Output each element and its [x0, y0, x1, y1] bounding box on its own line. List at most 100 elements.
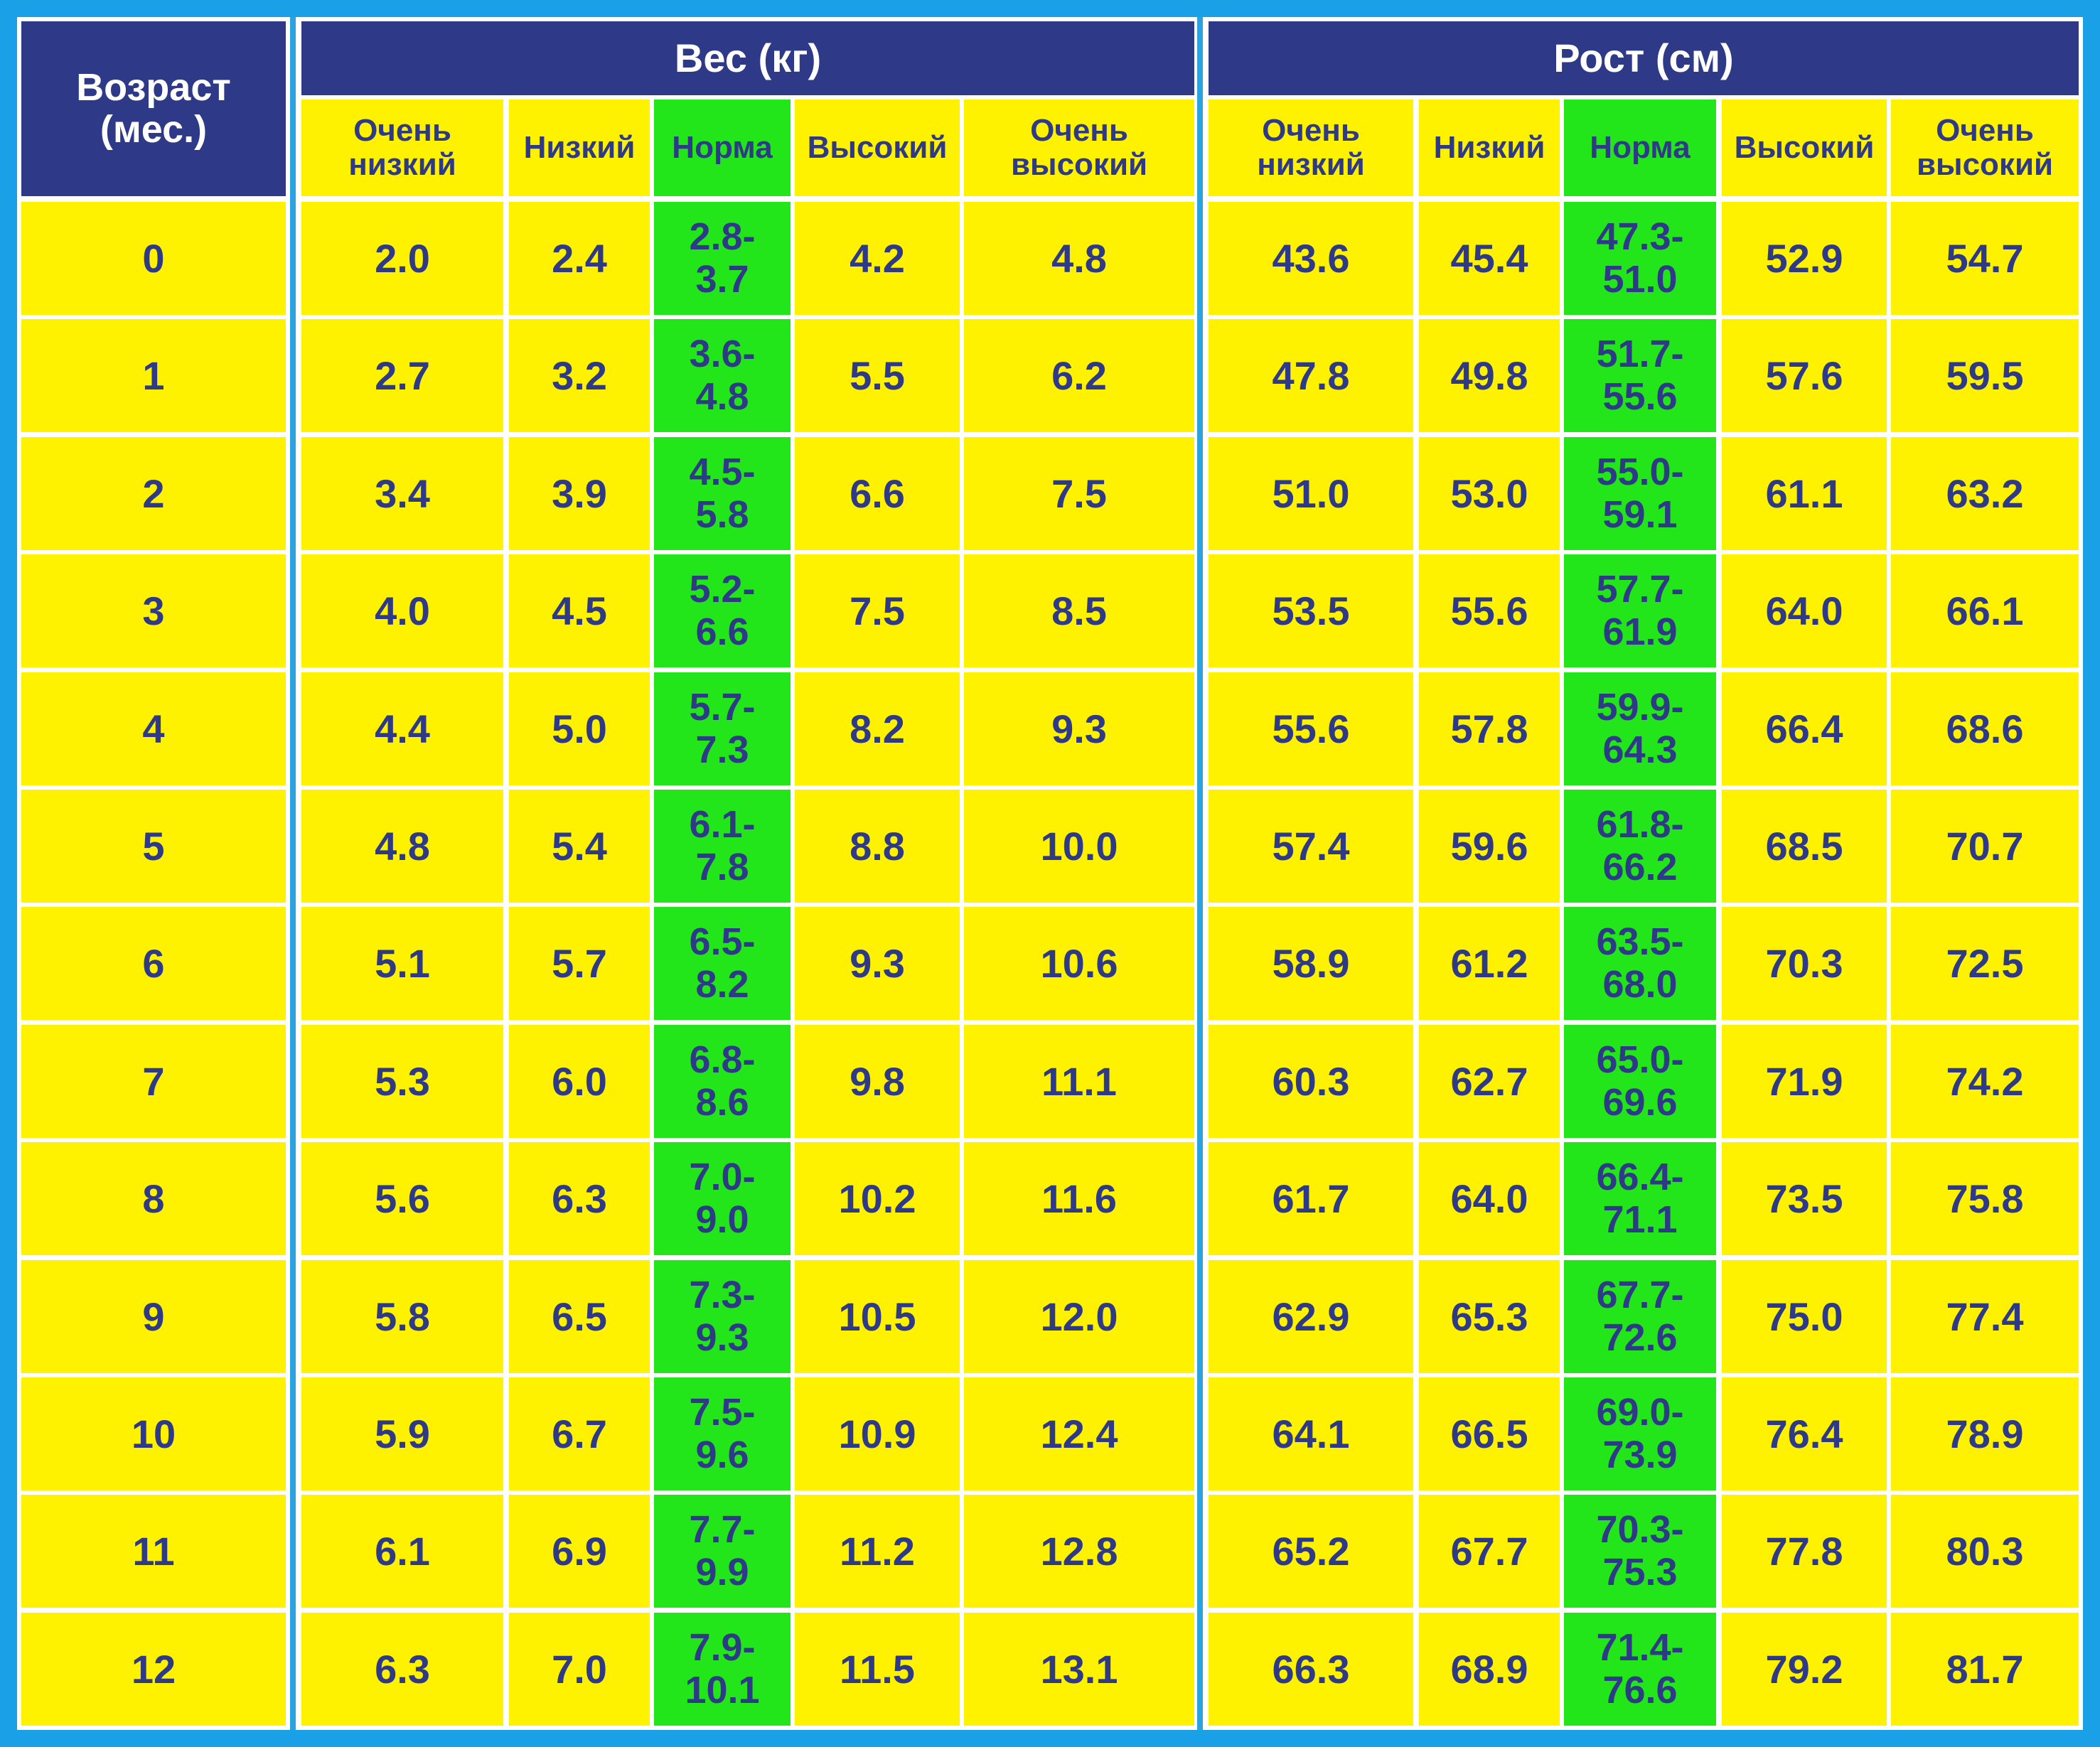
height-cell: 47.3- 51.0: [1564, 202, 1716, 315]
weight-cell: 7.5: [795, 554, 960, 667]
height-cell: 77.8: [1722, 1495, 1887, 1608]
weight-cell: 6.3: [509, 1142, 650, 1255]
height-cell: 55.0- 59.1: [1564, 437, 1716, 550]
weight-norma-range: 5.7- 7.3: [689, 686, 756, 771]
height-norma-range: 65.0- 69.6: [1596, 1038, 1684, 1124]
age-cell: 6: [21, 907, 286, 1020]
weight-norma-range: 5.2- 6.6: [689, 568, 756, 653]
weight-cell: 5.1: [301, 907, 503, 1020]
height-cell: 78.9: [1891, 1377, 2079, 1490]
height-cell: 68.9: [1419, 1613, 1560, 1726]
weight-norma-range: 7.0- 9.0: [689, 1156, 756, 1241]
height-cell: 61.8- 66.2: [1564, 790, 1716, 903]
weight-group-header: Вес (кг): [301, 21, 1194, 95]
weight-cell: 10.9: [795, 1377, 960, 1490]
weight-cell: 10.0: [964, 790, 1194, 903]
height-cell: 66.5: [1419, 1377, 1560, 1490]
weight-cell: 10.5: [795, 1260, 960, 1373]
weight-cell: 5.0: [509, 672, 650, 785]
height-cell: 64.0: [1722, 554, 1887, 667]
height-cell: 54.7: [1891, 202, 2079, 315]
weight-norma-range: 7.3- 9.3: [689, 1274, 756, 1359]
height-subheader-1: Низкий: [1419, 100, 1560, 196]
weight-subheader-4: Очень высокий: [964, 100, 1194, 196]
age-cell: 4: [21, 672, 286, 785]
weight-cell: 13.1: [964, 1613, 1194, 1726]
panel-divider-right: [1197, 17, 1203, 1730]
height-norma-range: 66.4- 71.1: [1596, 1156, 1684, 1241]
weight-cell: 11.2: [795, 1495, 960, 1608]
weight-cell: 5.9: [301, 1377, 503, 1490]
weight-cell: 6.5- 8.2: [654, 907, 791, 1020]
age-column-header: Возраст (мес.): [21, 21, 286, 196]
height-cell: 62.7: [1419, 1025, 1560, 1138]
height-cell: 77.4: [1891, 1260, 2079, 1373]
height-cell: 70.3: [1722, 907, 1887, 1020]
weight-cell: 5.6: [301, 1142, 503, 1255]
weight-cell: 2.0: [301, 202, 503, 315]
height-cell: 71.4- 76.6: [1564, 1613, 1716, 1726]
weight-cell: 5.2- 6.6: [654, 554, 791, 667]
weight-cell: 5.4: [509, 790, 650, 903]
height-group-header: Рост (см): [1209, 21, 2079, 95]
height-cell: 65.0- 69.6: [1564, 1025, 1716, 1138]
height-cell: 76.4: [1722, 1377, 1887, 1490]
age-cell: 5: [21, 790, 286, 903]
age-cell: 0: [21, 202, 286, 315]
weight-cell: 12.8: [964, 1495, 1194, 1608]
weight-cell: 6.3: [301, 1613, 503, 1726]
height-cell: 55.6: [1209, 672, 1413, 785]
weight-cell: 5.8: [301, 1260, 503, 1373]
weight-cell: 3.6- 4.8: [654, 319, 791, 432]
height-cell: 71.9: [1722, 1025, 1887, 1138]
weight-cell: 4.2: [795, 202, 960, 315]
height-norma-range: 51.7- 55.6: [1596, 333, 1684, 418]
weight-cell: 7.5- 9.6: [654, 1377, 791, 1490]
height-cell: 45.4: [1419, 202, 1560, 315]
height-cell: 59.6: [1419, 790, 1560, 903]
height-cell: 52.9: [1722, 202, 1887, 315]
height-norma-range: 59.9- 64.3: [1596, 686, 1684, 771]
weight-subheader-0: Очень низкий: [301, 100, 503, 196]
weight-cell: 5.7: [509, 907, 650, 1020]
weight-subheader-2: Норма: [654, 100, 791, 196]
height-norma-range: 63.5- 68.0: [1596, 920, 1684, 1006]
weight-cell: 2.4: [509, 202, 650, 315]
height-cell: 81.7: [1891, 1613, 2079, 1726]
age-cell: 12: [21, 1613, 286, 1726]
weight-cell: 9.8: [795, 1025, 960, 1138]
panel-divider-left: [290, 17, 296, 1730]
height-cell: 72.5: [1891, 907, 2079, 1020]
height-cell: 57.7- 61.9: [1564, 554, 1716, 667]
height-cell: 51.7- 55.6: [1564, 319, 1716, 432]
height-cell: 63.5- 68.0: [1564, 907, 1716, 1020]
height-cell: 58.9: [1209, 907, 1413, 1020]
height-cell: 61.2: [1419, 907, 1560, 1020]
weight-cell: 11.5: [795, 1613, 960, 1726]
weight-cell: 6.8- 8.6: [654, 1025, 791, 1138]
height-cell: 65.3: [1419, 1260, 1560, 1373]
height-subheader-3: Высокий: [1722, 100, 1887, 196]
weight-cell: 7.7- 9.9: [654, 1495, 791, 1608]
height-cell: 75.8: [1891, 1142, 2079, 1255]
weight-cell: 4.5- 5.8: [654, 437, 791, 550]
height-cell: 67.7: [1419, 1495, 1560, 1608]
weight-cell: 8.2: [795, 672, 960, 785]
weight-cell: 5.7- 7.3: [654, 672, 791, 785]
weight-cell: 6.6: [795, 437, 960, 550]
height-subheader-4: Очень высокий: [1891, 100, 2079, 196]
height-cell: 68.5: [1722, 790, 1887, 903]
height-cell: 80.3: [1891, 1495, 2079, 1608]
weight-cell: 6.1: [301, 1495, 503, 1608]
age-cell: 1: [21, 319, 286, 432]
weight-cell: 11.1: [964, 1025, 1194, 1138]
weight-cell: 7.3- 9.3: [654, 1260, 791, 1373]
height-cell: 63.2: [1891, 437, 2079, 550]
age-cell: 7: [21, 1025, 286, 1138]
age-cell: 9: [21, 1260, 286, 1373]
age-cell: 3: [21, 554, 286, 667]
weight-cell: 6.9: [509, 1495, 650, 1608]
weight-cell: 6.0: [509, 1025, 650, 1138]
height-cell: 59.9- 64.3: [1564, 672, 1716, 785]
